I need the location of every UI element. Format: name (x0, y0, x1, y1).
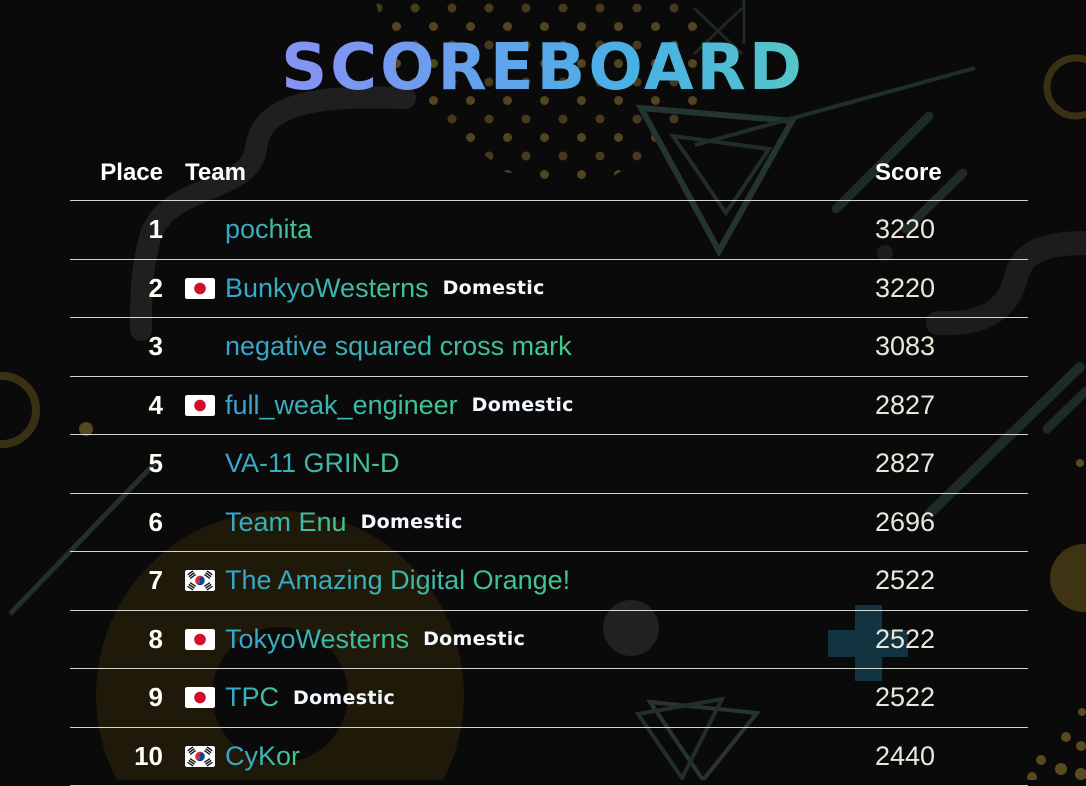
team-cell: TokyoWesterns Domestic (185, 624, 875, 655)
place-rank: 10 (70, 741, 163, 772)
team-cell: full_weak_engineer Domestic (185, 390, 875, 421)
team-name-link[interactable]: The Amazing Digital Orange! (225, 565, 570, 596)
team-score: 3220 (875, 273, 1028, 304)
table-row: 5 VA-11 GRIN-D 2827 (70, 435, 1028, 494)
domestic-badge: Domestic (443, 277, 545, 299)
place-rank: 1 (70, 214, 163, 245)
place-rank: 3 (70, 331, 163, 362)
place-rank: 9 (70, 682, 163, 713)
place-rank: 7 (70, 565, 163, 596)
team-name-link[interactable]: pochita (225, 214, 312, 245)
place-rank: 5 (70, 448, 163, 479)
place-rank: 2 (70, 273, 163, 304)
table-row: 1 pochita 3220 (70, 201, 1028, 260)
flag-japan-icon (185, 278, 215, 299)
team-cell: VA-11 GRIN-D (185, 448, 875, 479)
flag-slot (185, 629, 225, 650)
flag-japan-icon (185, 395, 215, 416)
team-cell: CyKor (185, 741, 875, 772)
domestic-badge: Domestic (293, 687, 395, 709)
team-cell: BunkyoWesterns Domestic (185, 273, 875, 304)
flag-slot (185, 570, 225, 591)
scoreboard-table: Place Team Score 1 pochita 3220 2 Bunkyo… (70, 145, 1028, 786)
flag-japan-icon (185, 687, 215, 708)
team-score: 2522 (875, 682, 1028, 713)
table-row: 3 negative squared cross mark 3083 (70, 318, 1028, 377)
team-cell: pochita (185, 214, 875, 245)
page-title: SCOREBOARD (0, 30, 1086, 107)
header-place: Place (70, 159, 163, 187)
team-score: 2696 (875, 507, 1028, 538)
flag-slot (185, 746, 225, 767)
table-row: 10 CyKor 2440 (70, 728, 1028, 786)
team-name-link[interactable]: VA-11 GRIN-D (225, 448, 400, 479)
team-cell: Team Enu Domestic (185, 507, 875, 538)
dots-bottom-right-decoration (1027, 459, 1086, 780)
team-name-link[interactable]: TPC (225, 682, 279, 713)
domestic-badge: Domestic (361, 511, 463, 533)
circle-decoration (1050, 544, 1086, 612)
table-row: 8 TokyoWesterns Domestic 2522 (70, 611, 1028, 670)
header-score: Score (875, 159, 1028, 187)
header-team: Team (185, 159, 875, 187)
table-row: 7 The Amazing Digital Orange! 2522 (70, 552, 1028, 611)
team-score: 2827 (875, 448, 1028, 479)
place-rank: 8 (70, 624, 163, 655)
team-cell: negative squared cross mark (185, 331, 875, 362)
table-row: 4 full_weak_engineer Domestic 2827 (70, 377, 1028, 436)
team-score: 3083 (875, 331, 1028, 362)
domestic-badge: Domestic (472, 394, 574, 416)
flag-south-korea-icon (185, 746, 215, 767)
ring-left-decoration (0, 376, 36, 444)
team-name-link[interactable]: full_weak_engineer (225, 390, 458, 421)
team-name-link[interactable]: Team Enu (225, 507, 347, 538)
team-score: 2522 (875, 624, 1028, 655)
table-row: 9 TPC Domestic 2522 (70, 669, 1028, 728)
table-header-row: Place Team Score (70, 145, 1028, 201)
team-name-link[interactable]: TokyoWesterns (225, 624, 409, 655)
team-name-link[interactable]: CyKor (225, 741, 300, 772)
table-row: 2 BunkyoWesterns Domestic 3220 (70, 260, 1028, 319)
table-row: 6 Team Enu Domestic 2696 (70, 494, 1028, 553)
flag-slot (185, 395, 225, 416)
domestic-badge: Domestic (423, 628, 525, 650)
team-score: 2440 (875, 741, 1028, 772)
team-cell: TPC Domestic (185, 682, 875, 713)
team-score: 2827 (875, 390, 1028, 421)
team-cell: The Amazing Digital Orange! (185, 565, 875, 596)
place-rank: 6 (70, 507, 163, 538)
flag-slot (185, 278, 225, 299)
flag-south-korea-icon (185, 570, 215, 591)
team-score: 3220 (875, 214, 1028, 245)
place-rank: 4 (70, 390, 163, 421)
flag-japan-icon (185, 629, 215, 650)
flag-slot (185, 687, 225, 708)
team-name-link[interactable]: negative squared cross mark (225, 331, 572, 362)
team-name-link[interactable]: BunkyoWesterns (225, 273, 429, 304)
team-score: 2522 (875, 565, 1028, 596)
table-body: 1 pochita 3220 2 BunkyoWesterns Domestic… (70, 201, 1028, 786)
